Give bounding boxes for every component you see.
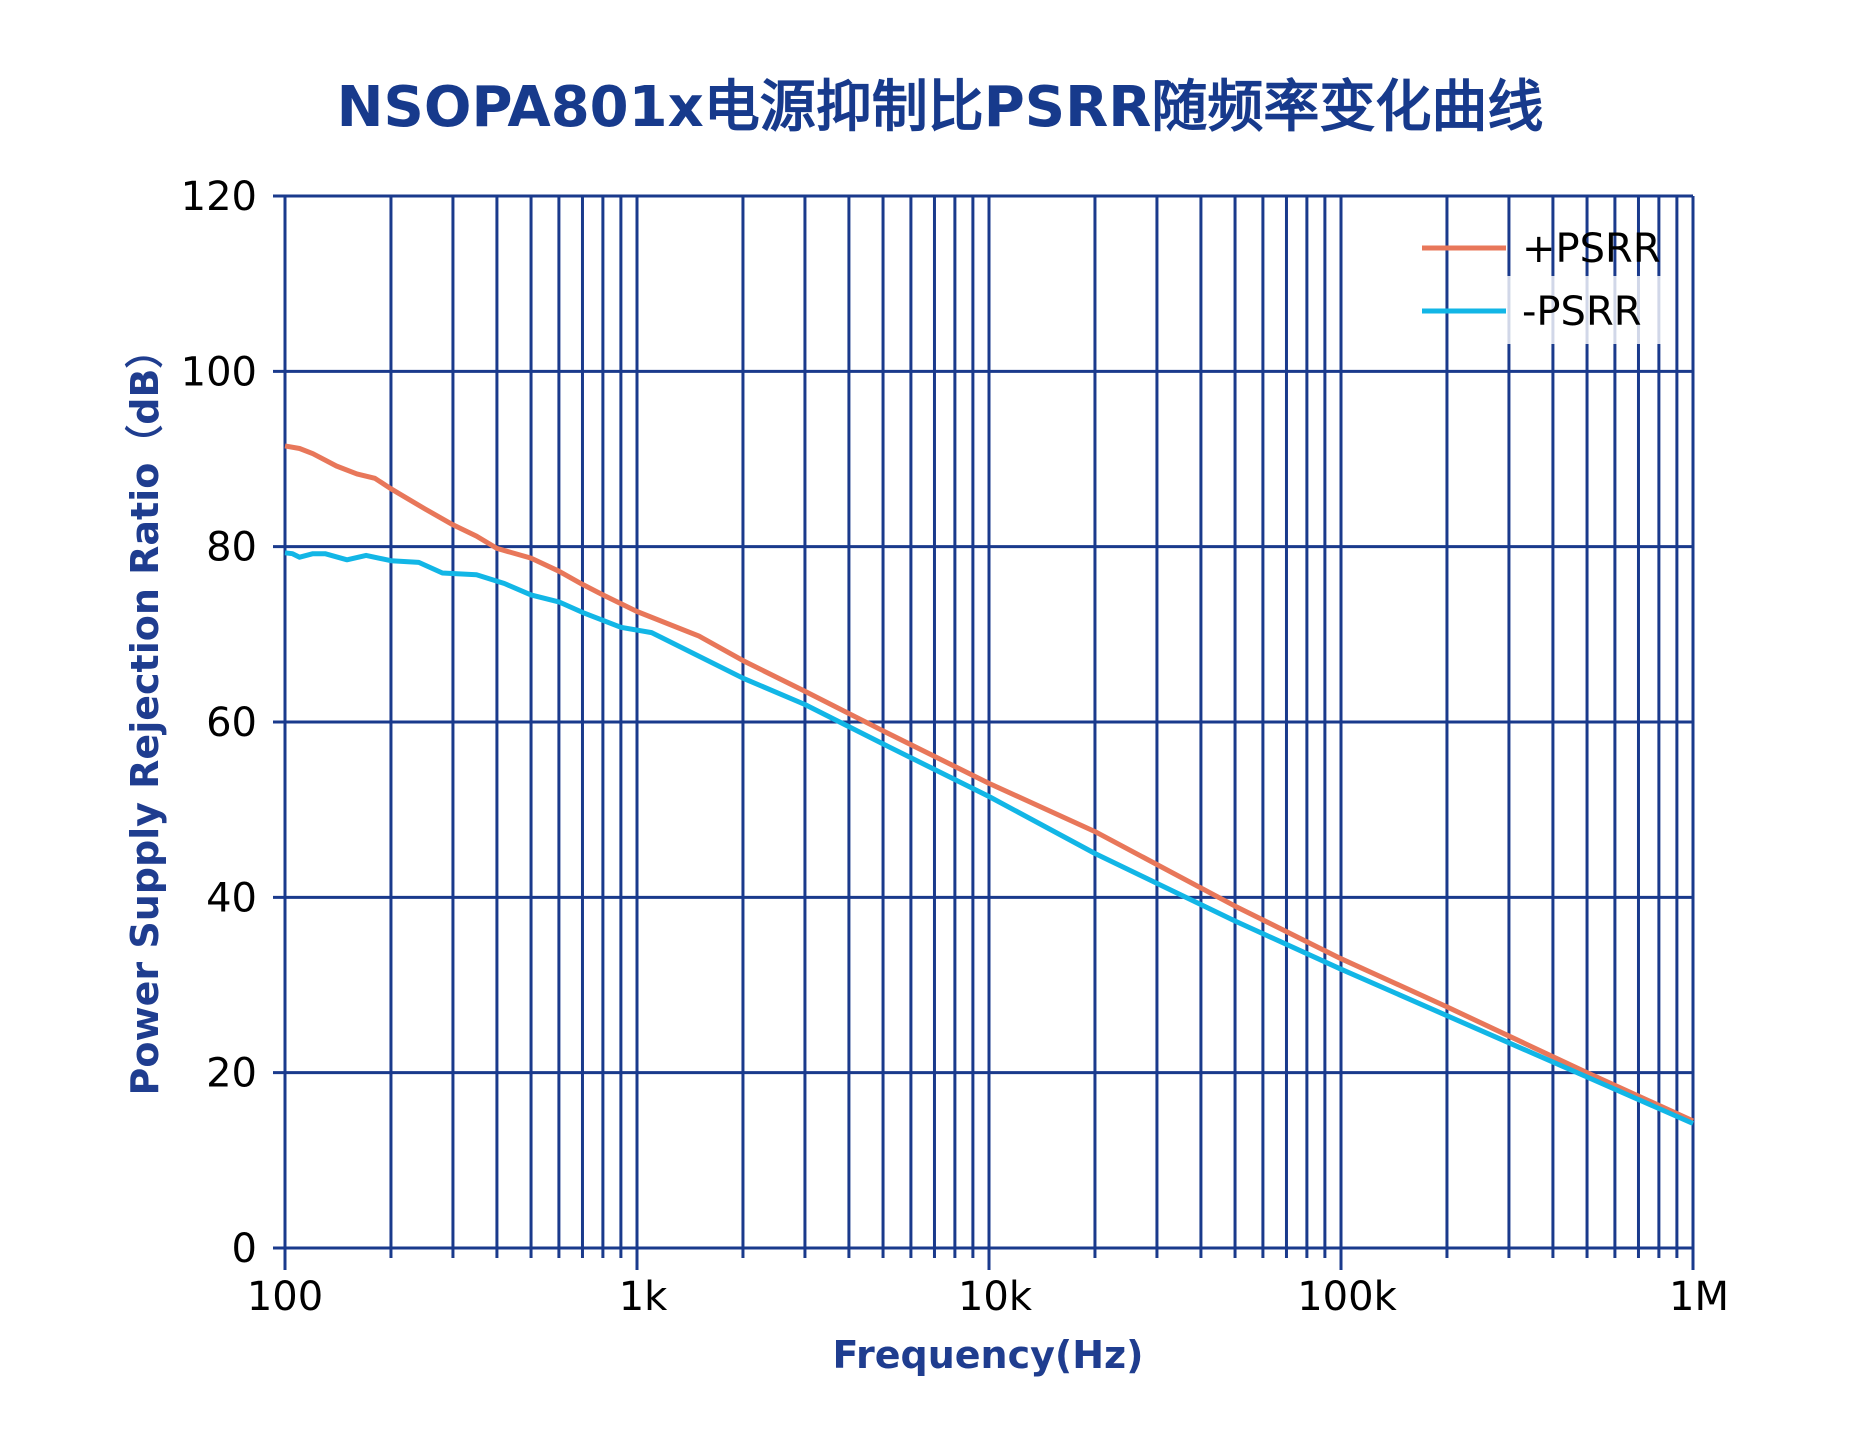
grid	[273, 194, 1695, 1270]
legend-label-plus-psrr: +PSRR	[1522, 226, 1661, 272]
y-axis-label: Power Supply Rejection Ratio（dB）	[123, 331, 167, 1096]
series-line-minus-psrr	[284, 550, 1695, 1126]
series-lines	[284, 443, 1695, 1126]
x-tick-label: 10k	[958, 1274, 1033, 1320]
y-tick-label: 40	[206, 875, 257, 921]
y-tick-label: 20	[206, 1051, 257, 1097]
x-tick-label: 1k	[619, 1274, 668, 1320]
chart-title: NSOPA801x电源抑制比PSRR随频率变化曲线	[337, 75, 1544, 140]
legend: +PSRR -PSRR	[1422, 226, 1670, 344]
y-tick-label: 60	[206, 700, 257, 746]
legend-label-minus-psrr: -PSRR	[1522, 289, 1642, 335]
x-tick-label: 1M	[1669, 1274, 1729, 1320]
tick-labels: 0 20 40 60 80 100 120 100 1k 10k 100k 1M	[181, 174, 1729, 1320]
y-tick-label: 80	[206, 525, 257, 571]
x-tick-label: 100k	[1297, 1274, 1397, 1320]
x-tick-label: 100	[247, 1274, 323, 1320]
y-tick-label: 120	[181, 174, 257, 220]
y-tick-label: 100	[181, 349, 257, 395]
y-tick-label: 0	[232, 1226, 257, 1272]
x-axis-label: Frequency(Hz)	[832, 1333, 1143, 1377]
series-line-plus-psrr	[284, 443, 1695, 1124]
